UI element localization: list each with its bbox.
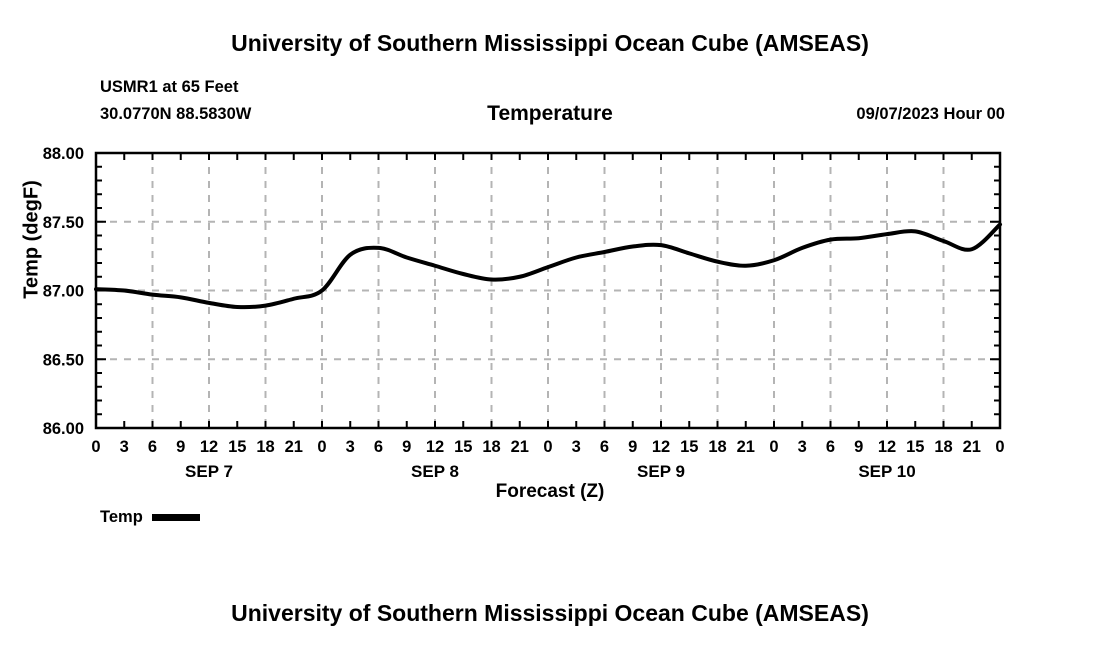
x-tick-label: 9	[628, 438, 637, 456]
x-tick-label: 15	[228, 438, 246, 456]
x-tick-label: 18	[708, 438, 726, 456]
x-tick-label: 15	[906, 438, 924, 456]
x-tick-label: 21	[963, 438, 981, 456]
x-axis-tick-labels: 0 3 6 9 12 15 18 21 0 3 6 9 12 15 18 21 0 3 6 9 12 15 18 21 0 3 6 9…	[91, 438, 1004, 456]
x-tick-label: 21	[737, 438, 755, 456]
day-labels: SEP 7 SEP 8 SEP 9 SEP 10	[185, 462, 916, 481]
x-tick-label: 12	[878, 438, 896, 456]
x-tick-label: 15	[454, 438, 472, 456]
x-tick-label: 21	[285, 438, 303, 456]
x-tick-label: 3	[346, 438, 355, 456]
legend-label-temp: Temp	[100, 508, 143, 526]
chart-subtitle: Temperature	[487, 102, 613, 125]
page-title-top: University of Southern Mississippi Ocean…	[231, 30, 869, 56]
x-tick-label: 0	[995, 438, 1004, 456]
chart-legend: Temp	[100, 508, 200, 527]
x-tick-label: 18	[934, 438, 952, 456]
x-tick-label: 15	[680, 438, 698, 456]
y-tick-label: 87.00	[43, 283, 84, 301]
x-tick-label: 6	[826, 438, 835, 456]
coordinates-info: 30.0770N 88.5830W	[100, 105, 252, 123]
x-tick-label: 3	[120, 438, 129, 456]
x-tick-label: 6	[374, 438, 383, 456]
x-tick-label: 21	[511, 438, 529, 456]
x-tick-label: 0	[317, 438, 326, 456]
station-info: USMR1 at 65 Feet	[100, 78, 239, 96]
forecast-datestamp: 09/07/2023 Hour 00	[856, 105, 1005, 123]
x-tick-label: 0	[91, 438, 100, 456]
temperature-line-chart: 88.00 87.50 87.00 86.50 86.00 0 3 6 9 12 15 18 21 0 3…	[43, 145, 1005, 481]
data-series	[94, 222, 1002, 310]
x-axis-label: Forecast (Z)	[495, 481, 605, 502]
x-tick-label: 6	[148, 438, 157, 456]
y-tick-label: 87.50	[43, 214, 84, 232]
x-tick-label: 3	[798, 438, 807, 456]
day-label: SEP 9	[637, 462, 685, 481]
y-tick-label: 86.00	[43, 420, 84, 438]
x-tick-label: 6	[600, 438, 609, 456]
x-tick-label: 3	[572, 438, 581, 456]
x-tick-label: 0	[543, 438, 552, 456]
x-tick-label: 18	[482, 438, 500, 456]
x-tick-label: 12	[652, 438, 670, 456]
page-title-bottom: University of Southern Mississippi Ocean…	[231, 600, 869, 626]
day-label: SEP 8	[411, 462, 459, 481]
x-tick-label: 0	[769, 438, 778, 456]
series-line-temp	[94, 222, 1002, 310]
y-axis-tick-labels: 88.00 87.50 87.00 86.50 86.00	[43, 145, 84, 438]
x-tick-label: 9	[854, 438, 863, 456]
grid-lines	[96, 153, 1000, 428]
y-tick-label: 88.00	[43, 145, 84, 163]
x-tick-label: 9	[176, 438, 185, 456]
x-tick-label: 12	[426, 438, 444, 456]
x-tick-label: 12	[200, 438, 218, 456]
day-label: SEP 10	[858, 462, 915, 481]
legend-swatch-temp	[151, 514, 200, 521]
x-tick-label: 18	[256, 438, 274, 456]
x-tick-label: 9	[402, 438, 411, 456]
y-tick-label: 86.50	[43, 351, 84, 369]
day-label: SEP 7	[185, 462, 233, 481]
